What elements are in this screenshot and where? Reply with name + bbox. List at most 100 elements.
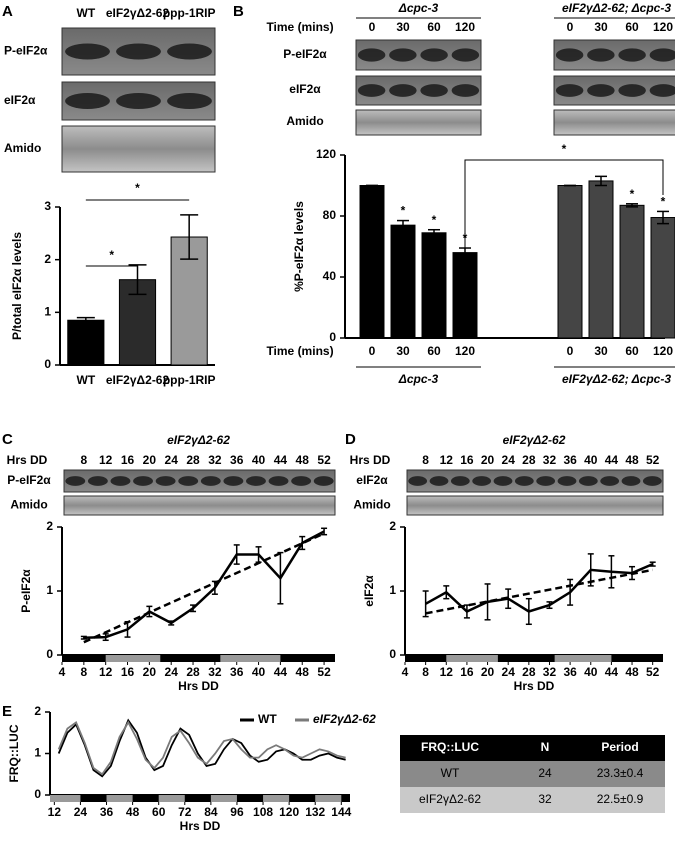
y-axis-label: %P-eIF2α levels <box>292 201 306 292</box>
x-tick-label: 48 <box>296 665 310 679</box>
x-tick-label: 12 <box>99 665 113 679</box>
x-tick-label: 96 <box>230 805 244 819</box>
blot-band <box>472 476 492 486</box>
x-tick-label: 12 <box>48 805 62 819</box>
blot-band <box>621 476 641 486</box>
x-tick-label: ppp-1RIP <box>163 373 216 387</box>
x-tick-label: 120 <box>279 805 299 819</box>
y-axis-label: P-eIF2α <box>19 569 33 613</box>
x-tick-label: 60 <box>625 344 639 358</box>
table-header: N <box>541 740 550 754</box>
bar <box>452 252 478 339</box>
sig-label: * <box>661 195 666 209</box>
x-tick-label: 16 <box>460 665 474 679</box>
blot-band <box>557 476 577 486</box>
blot-band <box>133 476 153 486</box>
table-cell: 22.5±0.9 <box>597 792 644 806</box>
blot-band <box>649 84 675 97</box>
sig-label: * <box>432 213 437 227</box>
lane-label: 52 <box>317 453 331 467</box>
blot-band <box>555 84 584 97</box>
x-tick-label: 36 <box>100 805 114 819</box>
lane-label: 60 <box>625 20 639 34</box>
blot-band <box>357 84 386 97</box>
bar <box>390 224 416 339</box>
blot-band <box>65 93 110 109</box>
blot-band <box>555 48 584 62</box>
x-tick-label: 144 <box>331 805 351 819</box>
blot-band <box>65 476 86 486</box>
x-tick-label: 0 <box>567 344 574 358</box>
x-tick-label: 108 <box>253 805 273 819</box>
dark-strip <box>80 795 107 802</box>
y-tick-label: 1 <box>389 583 396 597</box>
dark-strip <box>184 795 211 802</box>
group-label: Δcpc-3 <box>398 1 439 15</box>
blot-band <box>110 476 131 486</box>
lane-label: 32 <box>543 453 557 467</box>
bar <box>67 319 105 366</box>
table-header: FRQ::LUC <box>421 740 479 754</box>
lane-label: 0 <box>567 20 574 34</box>
blot-band <box>451 84 480 97</box>
bar <box>588 180 614 339</box>
x-tick-label: 24 <box>165 665 179 679</box>
blot <box>61 125 216 173</box>
blot-band <box>587 48 615 62</box>
lane-label: 36 <box>230 453 244 467</box>
table-header: Period <box>601 740 638 754</box>
x-tick-label: 12 <box>440 665 454 679</box>
y-tick-label: 0 <box>329 330 336 344</box>
panel-label: A <box>2 3 13 20</box>
data-line <box>57 720 346 776</box>
lane-label: eIF2γΔ2-62 <box>106 6 170 20</box>
lane-label: 44 <box>274 453 288 467</box>
sig-label: * <box>562 142 567 156</box>
blot <box>63 495 336 516</box>
blot-time-label: Time (mins) <box>266 20 333 34</box>
trend-line <box>425 568 653 615</box>
lane-label: 48 <box>625 453 639 467</box>
lane-label: 16 <box>121 453 135 467</box>
x-tick-label: WT <box>77 373 96 387</box>
y-tick-label: 2 <box>46 519 53 533</box>
trend-line <box>83 532 325 644</box>
data-line <box>83 530 325 639</box>
blot-band <box>451 48 480 62</box>
lane-label: 48 <box>296 453 310 467</box>
x-tick-label: 120 <box>653 344 673 358</box>
blot-band <box>578 476 598 486</box>
blot-hrs-label: Hrs DD <box>7 453 48 467</box>
sig-label: * <box>109 248 114 262</box>
blot-row-label: P-eIF2α <box>283 47 327 61</box>
blot-band <box>223 476 244 486</box>
dark-strip <box>280 655 335 662</box>
x-axis-label: Hrs DD <box>178 679 219 693</box>
group-label: Δcpc-3 <box>398 372 439 386</box>
x-tick-label: 0 <box>369 344 376 358</box>
x-tick-label: 52 <box>317 665 331 679</box>
bar <box>421 232 447 339</box>
y-axis-label: eIF2α <box>362 575 376 607</box>
y-tick-label: 2 <box>44 252 51 266</box>
table-header-bg <box>400 735 665 761</box>
x-tick-label: 44 <box>605 665 619 679</box>
table-cell: 24 <box>538 766 552 780</box>
dark-strip <box>160 655 221 662</box>
blot-band <box>420 48 448 62</box>
dark-strip <box>62 655 106 662</box>
y-tick-label: 120 <box>316 147 336 161</box>
blot-band <box>618 48 646 62</box>
table-cell: 23.3±0.4 <box>597 766 644 780</box>
dark-strip <box>236 795 264 802</box>
sig-label: * <box>401 204 406 218</box>
x-tick-label: 52 <box>646 665 660 679</box>
y-tick-label: 0 <box>46 647 53 661</box>
y-tick-label: 3 <box>44 199 51 213</box>
blot-row-label: eIF2α <box>4 93 36 107</box>
lane-label: 30 <box>594 20 608 34</box>
x-tick-label: 20 <box>481 665 495 679</box>
lane-label: 12 <box>440 453 454 467</box>
blot-row-label: eIF2α <box>289 82 321 96</box>
lane-label: 30 <box>396 20 410 34</box>
